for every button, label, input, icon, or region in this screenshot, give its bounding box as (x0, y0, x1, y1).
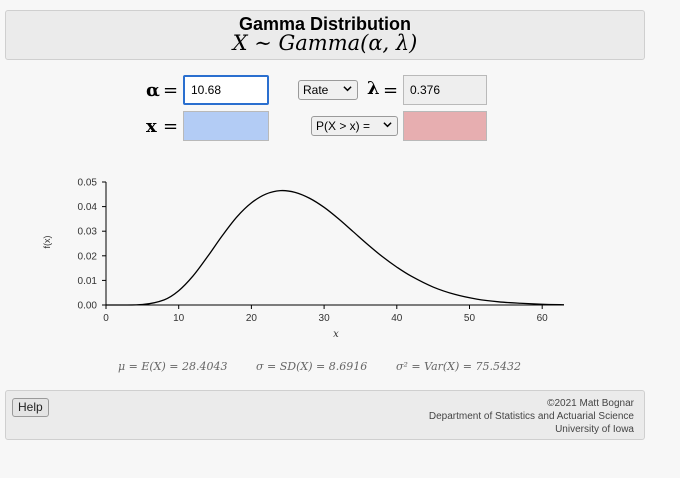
lambda-input[interactable]: 0.376 (403, 75, 487, 105)
alpha-equals: = (163, 80, 179, 101)
lambda-symbol: λ (367, 78, 380, 99)
probability-type-select-value: P(X > x) = (316, 119, 371, 133)
mean-stat: μ = E(X) = 28.4043 (118, 360, 228, 373)
y-tick-label: 0.01 (78, 276, 98, 287)
density-curve (105, 189, 565, 306)
y-tick-label: 0.05 (78, 178, 98, 189)
chevron-down-icon (343, 86, 352, 92)
y-tick-label: 0.02 (78, 251, 98, 262)
alpha-input[interactable]: 10.68 (183, 75, 269, 105)
variance-stat: σ² = Var(X) = 75.5432 (396, 360, 521, 373)
y-tick-label: 0.03 (78, 227, 98, 238)
parameterization-select[interactable]: Rate (298, 80, 358, 100)
credit-university: University of Iowa (555, 424, 634, 435)
x-equals: = (163, 116, 179, 137)
density-chart: f(x) x 0.00 0.01 0.02 0.03 0.04 0.05 0 10 20 30 40… (42, 178, 565, 340)
footer-panel: Help ©2021 Matt Bognar Department of Sta… (5, 390, 645, 440)
x-tick-label: 60 (537, 313, 549, 324)
y-tick-label: 0.04 (78, 202, 98, 213)
credit-department: Department of Statistics and Actuarial S… (428, 411, 634, 422)
x-tick-label: 30 (319, 313, 331, 324)
x-input[interactable] (183, 111, 269, 141)
x-axis-label: x (333, 329, 339, 340)
probability-type-select[interactable]: P(X > x) = (311, 116, 398, 136)
alpha-symbol: α (146, 80, 160, 101)
header-panel: Gamma Distribution X ∼ Gamma(α, λ) (5, 10, 645, 60)
chevron-down-icon (383, 122, 392, 128)
lambda-equals: = (383, 80, 399, 101)
credit-copyright: ©2021 Matt Bognar (547, 398, 634, 409)
parameterization-select-value: Rate (303, 83, 329, 97)
x-tick-label: 50 (464, 313, 476, 324)
x-tick-label: 40 (391, 313, 403, 324)
help-button[interactable]: Help (12, 398, 49, 417)
window-edge (680, 0, 692, 478)
distribution-formula: X ∼ Gamma(α, λ) (232, 31, 418, 55)
sd-stat: σ = SD(X) = 8.6916 (256, 360, 368, 373)
credits: ©2021 Matt Bognar Department of Statisti… (429, 397, 634, 436)
x-symbol: x (146, 116, 157, 137)
y-tick-label: 0.00 (78, 301, 98, 312)
page-title: Gamma Distribution (238, 14, 412, 34)
probability-output[interactable] (403, 111, 487, 141)
x-tick-label: 0 (103, 313, 109, 324)
x-tick-label: 10 (173, 313, 185, 324)
y-axis-label: f(x) (42, 236, 52, 249)
x-tick-label: 20 (246, 313, 258, 324)
